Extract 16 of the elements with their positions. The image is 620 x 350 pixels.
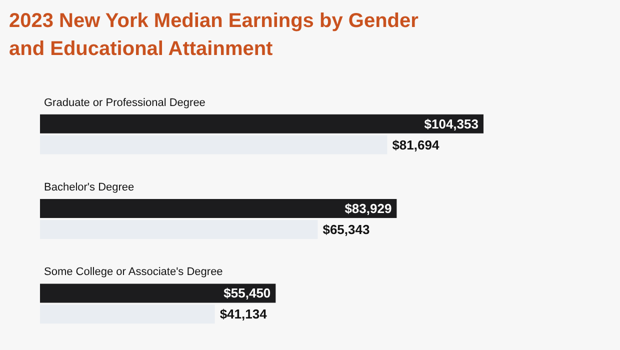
bar [40,304,215,324]
y-tick-label: Bachelor's Degree [44,182,134,194]
y-tick-label: Graduate or Professional Degree [44,96,206,109]
y-tick-label: Some College or Associate's Degree [44,266,223,278]
bar [40,220,318,239]
data-label: $83,929 [344,201,392,216]
chart-title: 2023 New York Median Earnings by Gender and Educational Attainment [9,10,419,60]
data-label: $55,450 [224,286,271,301]
bar [40,114,484,134]
data-label: $104,353 [424,116,478,132]
data-label: $81,694 [392,137,440,152]
bar [40,284,276,303]
data-label: $41,134 [220,306,268,322]
bar [40,199,397,218]
data-label: $65,343 [322,222,370,237]
bar [40,135,388,154]
